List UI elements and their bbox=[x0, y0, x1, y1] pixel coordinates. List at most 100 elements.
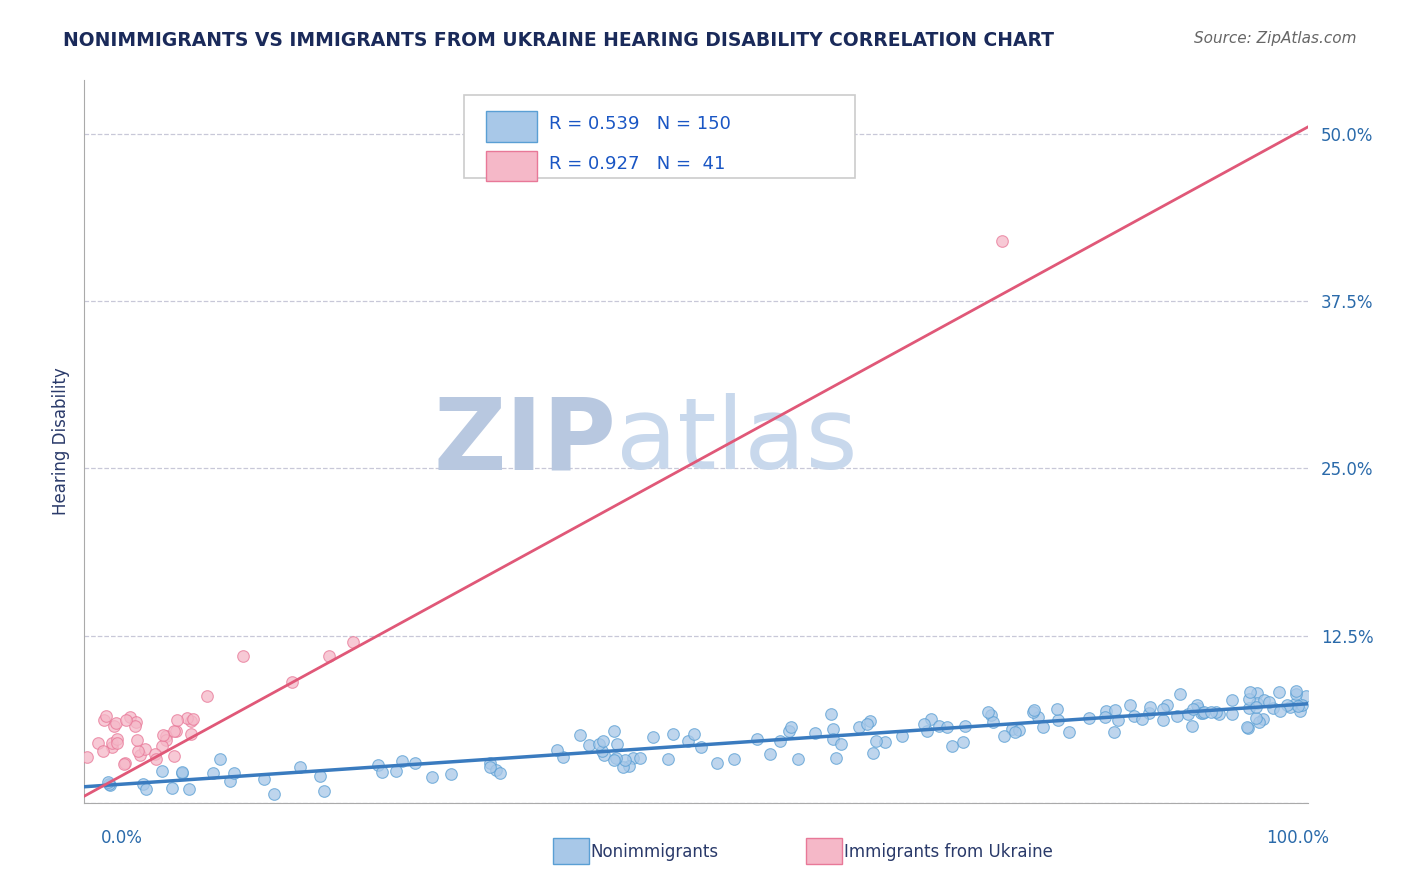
Point bbox=[1268, 704, 1291, 718]
Point bbox=[1285, 684, 1308, 698]
Point bbox=[941, 739, 963, 753]
Point bbox=[682, 726, 704, 740]
Point bbox=[87, 735, 110, 749]
Point bbox=[219, 774, 242, 789]
Point bbox=[953, 719, 976, 733]
Point bbox=[166, 724, 188, 739]
Point bbox=[1208, 706, 1230, 721]
Point bbox=[124, 719, 146, 733]
Point bbox=[1201, 705, 1223, 719]
Point bbox=[152, 728, 174, 742]
Point bbox=[1004, 724, 1026, 739]
Point bbox=[404, 756, 426, 771]
Point bbox=[253, 772, 276, 786]
Point bbox=[588, 737, 610, 751]
Point bbox=[76, 750, 98, 764]
Point bbox=[1275, 698, 1298, 712]
Point bbox=[723, 752, 745, 766]
Text: NONIMMIGRANTS VS IMMIGRANTS FROM UKRAINE HEARING DISABILITY CORRELATION CHART: NONIMMIGRANTS VS IMMIGRANTS FROM UKRAINE… bbox=[63, 31, 1054, 50]
Point bbox=[977, 706, 1000, 720]
Point bbox=[180, 714, 202, 729]
Point bbox=[759, 747, 782, 762]
Point bbox=[621, 751, 644, 765]
Point bbox=[97, 777, 120, 791]
Point bbox=[1107, 713, 1129, 727]
Point bbox=[172, 764, 194, 779]
Point bbox=[93, 713, 115, 727]
Point bbox=[747, 732, 769, 747]
Point bbox=[1263, 701, 1285, 715]
Point bbox=[118, 710, 141, 724]
Point bbox=[385, 764, 408, 779]
Point bbox=[177, 781, 200, 796]
Point bbox=[778, 724, 800, 739]
Point bbox=[134, 742, 156, 756]
Text: 0.0%: 0.0% bbox=[101, 829, 143, 847]
Point bbox=[1132, 712, 1154, 726]
Point bbox=[821, 722, 844, 736]
Point bbox=[318, 648, 340, 663]
Point bbox=[912, 716, 935, 731]
Point bbox=[314, 784, 336, 798]
Point bbox=[786, 752, 808, 766]
Point bbox=[619, 759, 641, 773]
Point bbox=[820, 706, 842, 721]
Text: atlas: atlas bbox=[616, 393, 858, 490]
Point bbox=[1156, 698, 1178, 712]
Point bbox=[479, 760, 502, 774]
Point bbox=[875, 735, 897, 749]
Point bbox=[1152, 713, 1174, 727]
Text: Source: ZipAtlas.com: Source: ZipAtlas.com bbox=[1194, 31, 1357, 46]
Point bbox=[1244, 699, 1267, 714]
Point bbox=[172, 766, 194, 780]
Point bbox=[551, 750, 574, 764]
Point bbox=[101, 739, 124, 754]
Point bbox=[440, 767, 463, 781]
Point bbox=[569, 728, 592, 742]
Point bbox=[980, 708, 1002, 723]
Point bbox=[657, 752, 679, 766]
Point bbox=[1189, 706, 1212, 720]
Point bbox=[821, 731, 844, 746]
Point bbox=[1286, 699, 1309, 714]
Point bbox=[689, 739, 711, 754]
Point bbox=[125, 714, 148, 729]
Point bbox=[1191, 706, 1213, 721]
Point bbox=[97, 775, 120, 789]
Point bbox=[1104, 702, 1126, 716]
Point bbox=[114, 756, 136, 771]
Point bbox=[309, 769, 332, 783]
Point bbox=[1181, 719, 1204, 733]
Point bbox=[928, 719, 950, 733]
Point bbox=[131, 776, 153, 790]
Point bbox=[1246, 711, 1268, 725]
Point bbox=[1001, 722, 1024, 736]
Point bbox=[1279, 700, 1302, 714]
Point bbox=[232, 648, 254, 663]
Point bbox=[150, 764, 173, 779]
Point bbox=[1152, 702, 1174, 716]
Point bbox=[848, 720, 870, 734]
Point bbox=[1032, 720, 1054, 734]
FancyBboxPatch shape bbox=[485, 151, 537, 181]
Point bbox=[489, 765, 512, 780]
Point bbox=[993, 729, 1015, 743]
Point bbox=[1182, 701, 1205, 715]
Point bbox=[1104, 725, 1126, 739]
Point bbox=[1205, 705, 1227, 719]
Point bbox=[917, 723, 939, 738]
Point bbox=[114, 714, 136, 728]
Point bbox=[779, 720, 801, 734]
Text: ZIP: ZIP bbox=[433, 393, 616, 490]
Point bbox=[578, 738, 600, 752]
Point bbox=[163, 724, 186, 739]
Point bbox=[591, 744, 613, 758]
Point bbox=[859, 714, 882, 729]
Point bbox=[367, 757, 389, 772]
Point bbox=[1045, 701, 1067, 715]
Point bbox=[865, 734, 887, 748]
Point bbox=[935, 720, 957, 734]
Point bbox=[105, 736, 128, 750]
Point bbox=[127, 732, 149, 747]
Point bbox=[1059, 725, 1081, 739]
